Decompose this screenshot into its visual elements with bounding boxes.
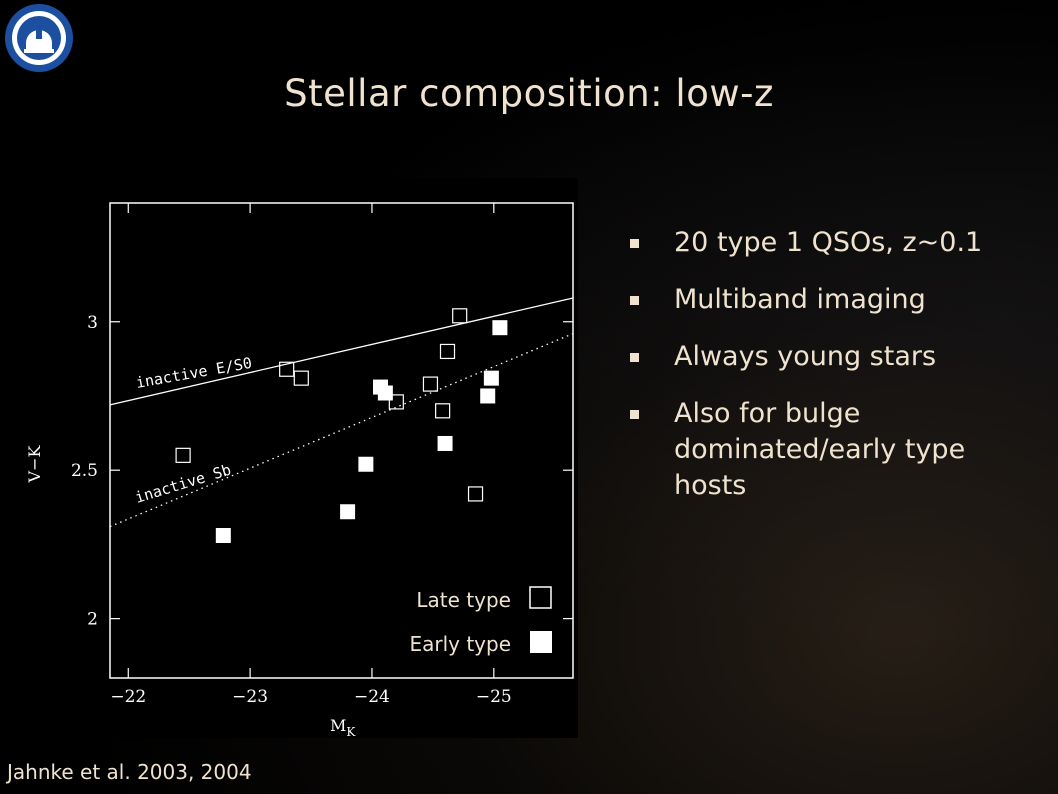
early-type-point bbox=[215, 528, 231, 543]
bullet-text: Also for bulge dominated/early type host… bbox=[674, 398, 966, 501]
x-tick-label: −25 bbox=[476, 687, 512, 707]
early-type-point bbox=[358, 456, 374, 472]
x-tick-label: −22 bbox=[110, 687, 146, 707]
x-axis-label: MK bbox=[330, 716, 356, 738]
x-tick-label: −23 bbox=[232, 687, 268, 707]
bullet-item: Multiband imaging bbox=[630, 282, 1040, 318]
bullet-item: Always young stars bbox=[630, 339, 1040, 375]
late-type-point bbox=[452, 308, 468, 324]
early-type-point bbox=[437, 435, 453, 451]
late-type-point bbox=[279, 361, 295, 377]
late-type-point bbox=[467, 486, 484, 502]
legend-early-marker bbox=[530, 631, 552, 653]
early-type-point bbox=[340, 504, 356, 520]
x-axis-ticks: −22 −23 −24 −25 bbox=[110, 203, 512, 707]
plot-frame bbox=[109, 202, 574, 679]
bullet-marker bbox=[630, 353, 639, 362]
slide-title: Stellar composition: low-z bbox=[284, 72, 774, 115]
late-type-point bbox=[439, 343, 456, 360]
institute-logo bbox=[5, 4, 73, 72]
citation-caption: Jahnke et al. 2003, 2004 bbox=[7, 760, 252, 784]
late-type-point bbox=[435, 403, 451, 419]
late-type-point bbox=[175, 447, 191, 463]
y-tick-label: 3 bbox=[87, 313, 98, 333]
bullet-text: Always young stars bbox=[674, 341, 937, 372]
early-type-point bbox=[480, 388, 496, 404]
legend-late-label: Late type bbox=[416, 588, 511, 612]
y-tick-label: 2.5 bbox=[71, 461, 98, 481]
line-inactive-es0 bbox=[109, 297, 574, 406]
late-type-point bbox=[388, 394, 404, 410]
bullet-marker bbox=[630, 410, 639, 419]
early-type-point bbox=[483, 370, 499, 386]
bullet-marker bbox=[630, 239, 639, 248]
x-tick-label: −24 bbox=[354, 687, 390, 707]
late-type-point bbox=[293, 370, 309, 386]
y-axis-label: V−K bbox=[25, 445, 44, 484]
line-inactive-sb bbox=[109, 333, 574, 528]
bullet-text: 20 type 1 QSOs, z~0.1 bbox=[674, 227, 983, 258]
bullet-item: Also for bulge dominated/early type host… bbox=[630, 396, 1040, 504]
early-type-point bbox=[492, 320, 508, 336]
data-points bbox=[175, 308, 508, 543]
line-label-es0: inactive E/S0 bbox=[135, 354, 254, 392]
y-tick-label: 2 bbox=[87, 610, 98, 630]
early-type-point bbox=[377, 385, 393, 401]
legend-early-label: Early type bbox=[409, 632, 511, 656]
scatter-chart: −22 −23 −24 −25 22.53 inactive E/S0 inactiv… bbox=[25, 202, 574, 738]
y-axis-ticks: 22.53 bbox=[71, 313, 573, 630]
bullet-list: 20 type 1 QSOs, z~0.1 Multiband imaging … bbox=[630, 225, 1040, 525]
plot-panel: −22 −23 −24 −25 2 2.5 3 inactive E/S0 inactiv… bbox=[0, 178, 578, 738]
bullet-marker bbox=[630, 296, 639, 305]
reference-lines bbox=[109, 297, 574, 528]
bullet-text: Multiband imaging bbox=[674, 284, 926, 315]
late-type-point bbox=[422, 376, 439, 392]
line-label-sb: inactive Sb bbox=[133, 461, 233, 507]
legend-late-marker bbox=[529, 586, 552, 609]
bullet-item: 20 type 1 QSOs, z~0.1 bbox=[630, 225, 1040, 261]
